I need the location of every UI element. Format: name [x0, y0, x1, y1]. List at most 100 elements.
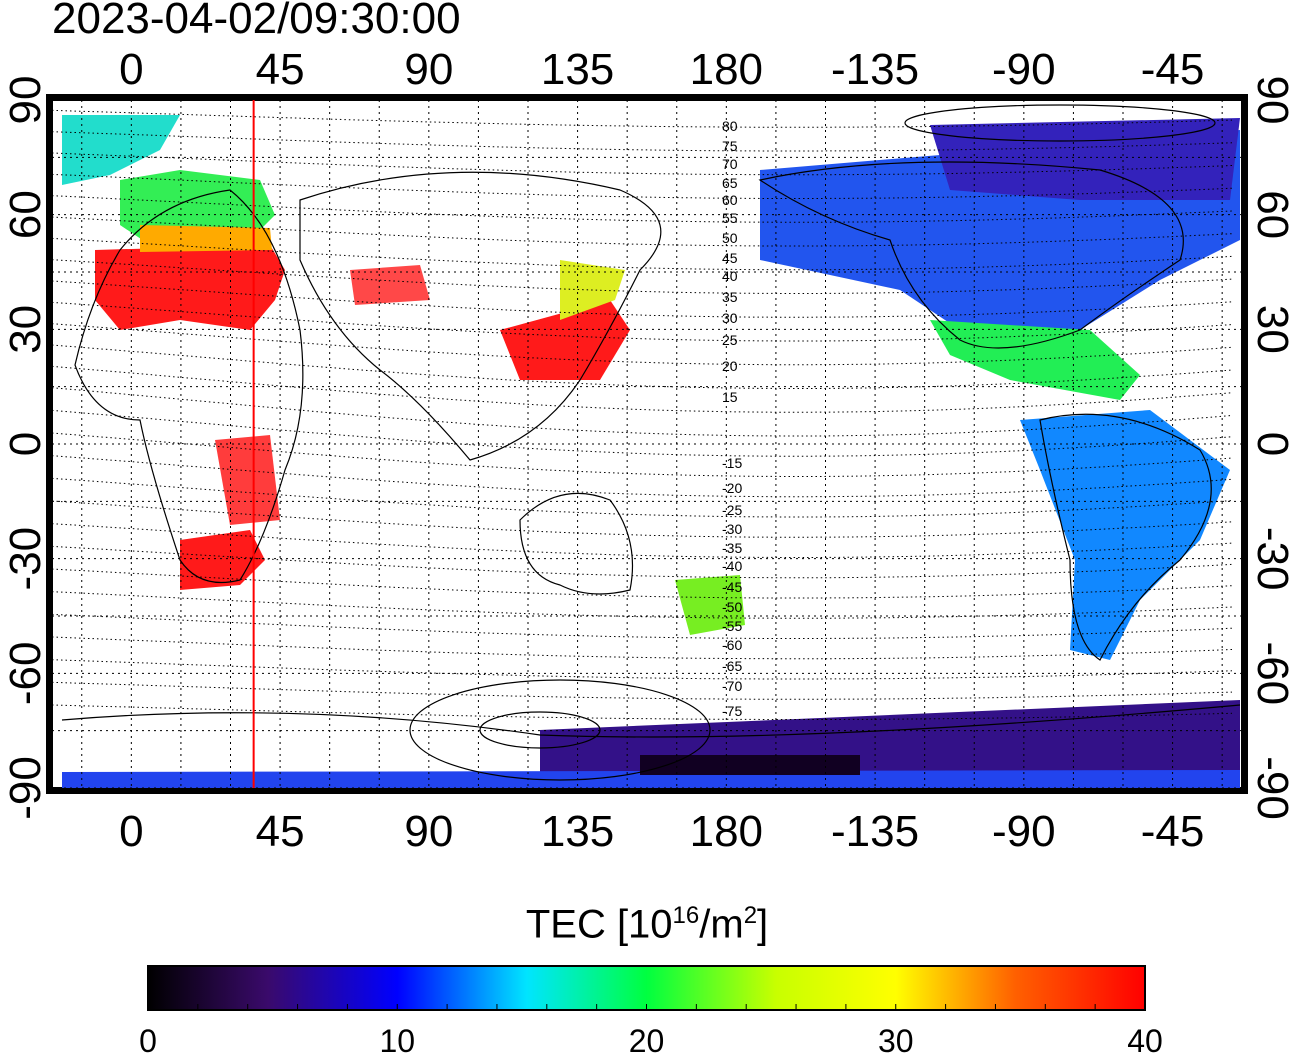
- tec-region-canada-arctic: [930, 118, 1240, 200]
- colorbar-title-exponent: 16: [672, 902, 700, 929]
- latitude-tick-label-right: 30: [1248, 305, 1294, 354]
- colorbar-tick-label: 40: [1127, 1023, 1163, 1057]
- longitude-ticks-bottom: 0 45 90 135 180 -135 -90 -45: [119, 807, 1204, 856]
- latitude-tick-label-right: -90: [1248, 756, 1294, 820]
- latitude-tick-label-left: -60: [1, 642, 50, 706]
- latitude-tick-label-left: -90: [1, 756, 50, 820]
- contour-line: [52, 523, 1233, 558]
- contour-line: [52, 195, 1233, 223]
- south-pole-loop-inner: [479, 711, 601, 749]
- contour-label: -65: [722, 658, 742, 674]
- longitude-tick-label-bottom: 135: [541, 807, 614, 856]
- timestamp-title: 2023-04-02/09:30:00: [52, 0, 461, 43]
- coastline-antarctica: [61, 704, 1241, 738]
- contour-label: -35: [722, 540, 742, 556]
- contour-line: [52, 109, 1233, 128]
- longitude-tick-label-top: -135: [831, 45, 919, 94]
- coastline-north-america: [758, 161, 1184, 349]
- tec-region-arctic-europe: [62, 115, 180, 185]
- latitude-ticks-left: 90 60 30 0 -30 -60 -90: [1, 76, 50, 820]
- latitude-tick-label-right: 90: [1248, 76, 1294, 125]
- contour-label: 40: [722, 268, 738, 284]
- contour-label: 75: [722, 138, 738, 154]
- contour-line: [52, 636, 1233, 660]
- north-pole-loop: [904, 104, 1216, 142]
- longitude-tick-label-top: -45: [1141, 45, 1205, 94]
- contour-label: 65: [722, 175, 738, 191]
- map-border-right: [1242, 94, 1248, 794]
- tec-region-antarctic-low: [640, 755, 860, 775]
- coastlines: [61, 161, 1241, 738]
- contour-label: 30: [722, 310, 738, 326]
- longitude-tick-label-bottom: 180: [690, 807, 763, 856]
- contour-label: 45: [722, 250, 738, 266]
- contour-label: -40: [722, 558, 742, 574]
- longitude-tick-label-top: 0: [119, 45, 143, 94]
- map-border-bottom: [46, 788, 1248, 794]
- south-pole-loop-outer: [409, 679, 711, 781]
- longitude-tick-label-top: 135: [541, 45, 614, 94]
- contour-line: [52, 545, 1233, 579]
- contour-label: 25: [722, 332, 738, 348]
- colorbar-tick-label: 10: [379, 1023, 415, 1057]
- geomagnetic-latitude-contours: [52, 109, 1233, 720]
- longitude-ticks-top: 0 45 90 135 180 -135 -90 -45: [119, 45, 1204, 100]
- colorbar-title-exponent-2: 2: [743, 902, 758, 929]
- contour-label: 80: [722, 118, 738, 134]
- tec-region-southern-africa: [180, 530, 265, 590]
- contour-line: [52, 131, 1233, 152]
- longitude-tick-label-bottom: -135: [831, 807, 919, 856]
- contour-label: -55: [722, 618, 742, 634]
- tec-region-south-america: [1020, 410, 1230, 660]
- contour-label: -75: [722, 703, 742, 719]
- longitude-tick-label-top: 45: [256, 45, 305, 94]
- contour-label: -45: [722, 579, 742, 595]
- latitude-tick-label-right: 60: [1248, 190, 1294, 239]
- contour-label: -20: [722, 480, 742, 496]
- latitude-ticks-right: 90 60 30 0 -30 -60 -90: [1248, 76, 1294, 820]
- contour-label: 20: [722, 358, 738, 374]
- longitude-tick-label-bottom: -90: [992, 807, 1056, 856]
- coastline-south-america: [1039, 413, 1212, 661]
- contour-label: -60: [722, 637, 742, 653]
- contour-label: 70: [722, 156, 738, 172]
- contour-line: [52, 659, 1233, 680]
- coastline-asia: [299, 171, 662, 461]
- contour-label: 55: [722, 210, 738, 226]
- tec-region-east-asia: [500, 300, 630, 380]
- contour-line: [52, 591, 1233, 619]
- latitude-tick-label-left: 30: [1, 305, 50, 354]
- magnetic-pole-loops: [409, 104, 1216, 781]
- colorbar-title: TEC [1016/m2]: [0, 902, 1294, 947]
- tec-data-layer: [62, 115, 1240, 788]
- graticule: [52, 100, 1242, 788]
- contour-label: 35: [722, 289, 738, 305]
- contour-line: [52, 152, 1233, 176]
- colorbar-tick-label: 20: [629, 1023, 665, 1057]
- contour-label: 60: [722, 192, 738, 208]
- contour-label: 15: [722, 389, 738, 405]
- tec-region-europe: [95, 245, 285, 330]
- contour-line: [52, 681, 1233, 700]
- colorbar-title-mid: /m: [699, 902, 744, 947]
- contour-line: [52, 173, 1233, 199]
- latitude-tick-label-right: 0: [1248, 432, 1294, 456]
- map-border-left: [46, 94, 52, 794]
- contour-line: [52, 568, 1233, 599]
- latitude-tick-label-left: 90: [1, 76, 50, 125]
- longitude-tick-label-bottom: 0: [119, 807, 143, 856]
- latitude-tick-label-left: -30: [1, 527, 50, 591]
- colorbar-title-prefix: TEC [10: [525, 902, 673, 947]
- tec-region-scandinavia-south: [140, 225, 272, 252]
- colorbar: [147, 965, 1146, 1011]
- colorbar-tick-label: 30: [878, 1023, 914, 1057]
- longitude-tick-label-bottom: -45: [1141, 807, 1205, 856]
- contour-label: -30: [722, 521, 742, 537]
- contour-line: [52, 704, 1233, 720]
- latitude-tick-label-left: 60: [1, 190, 50, 239]
- contour-line: [52, 259, 1233, 294]
- longitude-tick-label-top: 90: [404, 45, 453, 94]
